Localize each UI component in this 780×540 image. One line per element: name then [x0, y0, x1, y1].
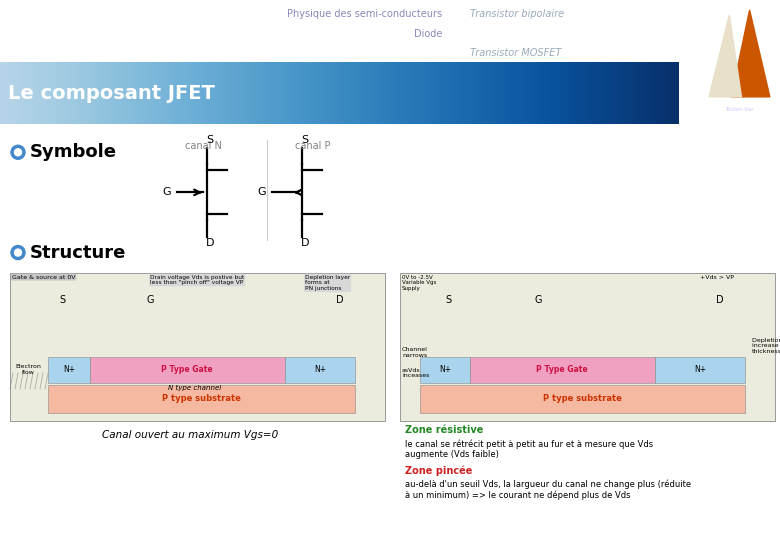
Text: Transistor JFET: Transistor JFET: [470, 29, 551, 38]
Text: canal N: canal N: [185, 141, 222, 151]
Bar: [48, 385, 355, 413]
Text: Transistor MOSFET: Transistor MOSFET: [470, 49, 561, 58]
Text: ER/EN1 - IUT GEII: ER/EN1 - IUT GEII: [8, 520, 104, 530]
Text: N+: N+: [314, 366, 326, 374]
Text: canal P: canal P: [295, 141, 331, 151]
Bar: [90, 357, 285, 383]
Text: Gate & source at 0V: Gate & source at 0V: [12, 275, 76, 280]
Text: Symbole: Symbole: [30, 143, 117, 161]
Text: Diode: Diode: [414, 29, 442, 38]
Text: S: S: [207, 135, 214, 145]
Text: G: G: [257, 187, 266, 198]
Text: P type substrate: P type substrate: [543, 395, 622, 403]
Text: Channel
narrows: Channel narrows: [402, 347, 428, 358]
Text: S: S: [59, 295, 65, 305]
Circle shape: [15, 148, 22, 156]
Text: P Type Gate: P Type Gate: [536, 366, 588, 374]
Text: D: D: [336, 295, 344, 305]
Text: asVds
inceases: asVds inceases: [402, 368, 429, 379]
Text: Zone pincée: Zone pincée: [405, 465, 473, 476]
Text: D: D: [716, 295, 724, 305]
Bar: [420, 357, 470, 383]
Text: S: S: [301, 135, 309, 145]
Text: +Vds > VP: +Vds > VP: [700, 275, 734, 280]
Bar: [285, 357, 355, 383]
Text: Le composant JFET: Le composant JFET: [8, 84, 215, 103]
Bar: [10, 273, 385, 421]
Text: G: G: [163, 187, 172, 198]
Circle shape: [11, 246, 25, 260]
Text: N+: N+: [439, 366, 451, 374]
Text: Drain voltage Vds is postive but
less than "pinch off" voltage VP: Drain voltage Vds is postive but less th…: [150, 275, 244, 286]
Circle shape: [15, 249, 22, 256]
Text: D: D: [206, 238, 215, 247]
Text: Toulon Var: Toulon Var: [725, 107, 753, 112]
Text: Physique des semi-conducteurs: Physique des semi-conducteurs: [288, 9, 442, 19]
Polygon shape: [732, 10, 770, 97]
Text: P type substrate: P type substrate: [161, 395, 240, 403]
Text: Structure: Structure: [30, 244, 126, 261]
Text: N+: N+: [63, 366, 75, 374]
Bar: [420, 385, 745, 413]
Text: N+: N+: [694, 366, 706, 374]
Text: Transistor: Transistor: [388, 49, 442, 58]
Text: 0V to -2.5V
Variable Vgs
Supply: 0V to -2.5V Variable Vgs Supply: [402, 275, 436, 291]
Text: D: D: [301, 238, 309, 247]
Text: Electron
flow: Electron flow: [15, 364, 41, 375]
Text: N type channel: N type channel: [168, 385, 222, 391]
Text: le canal se rétrécit petit à petit au fur et à mesure que Vds
augmente (Vds faib: le canal se rétrécit petit à petit au fu…: [405, 439, 653, 459]
Text: Juan Bravo: Juan Bravo: [360, 520, 420, 530]
Text: G: G: [534, 295, 542, 305]
Text: Depletion layer
forms at
PN junctions: Depletion layer forms at PN junctions: [305, 275, 350, 291]
Text: 38: 38: [751, 518, 768, 532]
Bar: [400, 273, 775, 421]
Polygon shape: [709, 15, 742, 97]
Circle shape: [11, 145, 25, 159]
Text: P Type Gate: P Type Gate: [161, 366, 213, 374]
Text: S: S: [445, 295, 451, 305]
Text: Transistor bipolaire: Transistor bipolaire: [470, 9, 564, 19]
Text: Zone résistive: Zone résistive: [405, 425, 484, 435]
Text: Canal ouvert au maximum Vgs=0: Canal ouvert au maximum Vgs=0: [102, 430, 278, 440]
Text: Depletion layers
increase in
thickness: Depletion layers increase in thickness: [752, 338, 780, 354]
Text: G: G: [147, 295, 154, 305]
Bar: [470, 357, 655, 383]
Bar: [655, 357, 745, 383]
Bar: [48, 357, 90, 383]
Text: au-delà d'un seuil Vds, la largueur du canal ne change plus (réduite
à un minimu: au-delà d'un seuil Vds, la largueur du c…: [405, 479, 691, 500]
